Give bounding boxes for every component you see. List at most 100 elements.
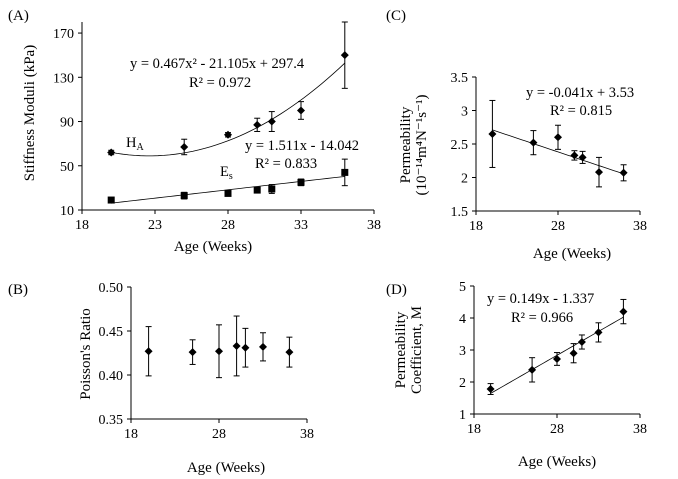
panel-d-x-axis-title: Age (Weeks)	[518, 454, 596, 470]
panel-a-series-0-point	[253, 120, 262, 129]
panel-a-x-tick-label: 18	[75, 218, 89, 233]
panel-a-series-0-point	[340, 51, 349, 60]
panel-c: (C) 18 28 38 1.5 2 2.5 3 3.5 Age (Weeks) Perme…	[386, 8, 647, 262]
panel-a-y-tick-label: 130	[53, 71, 74, 86]
panel-b-y-tick-label: 0.50	[99, 281, 124, 296]
panel-d-y-tick-label: 2	[459, 376, 466, 391]
panel-a-x-tick-label: 38	[367, 218, 381, 233]
panel-a-es-equation: y = 1.511x - 14.042	[245, 138, 359, 154]
panel-c-series-0-point	[570, 151, 579, 160]
panel-d-series-0-point	[594, 328, 603, 337]
panel-d-label: (D)	[386, 282, 407, 298]
panel-d-y-tick-label: 1	[459, 408, 466, 423]
panel-d-y-tick-label: 3	[459, 344, 466, 359]
panel-d-series-0-point	[553, 354, 561, 363]
panel-a-label: (A)	[8, 8, 29, 24]
panel-d-x-tick-label: 28	[550, 422, 564, 437]
panel-b-series-0-point	[232, 341, 241, 350]
panel-c-y-tick-label: 3.5	[451, 71, 469, 86]
panel-b-label: (B)	[8, 282, 28, 298]
panel-d-x-tick-label: 38	[633, 422, 647, 437]
panel-a-series-1-point	[297, 178, 305, 186]
panel-b: (B) 18 28 38 0.350.400.450.50 Age (Weeks) …	[8, 281, 314, 476]
panel-b-x-tick-label: 28	[212, 427, 226, 442]
panel-c-y-axis-title-line2: (10⁻¹⁴m⁴N⁻¹s⁻¹)	[414, 94, 430, 195]
panel-c-series-0-point	[619, 168, 628, 177]
panel-a-series-1-point	[268, 185, 276, 193]
panel-a-series-0-point	[297, 106, 305, 115]
panel-a-x-tick-label: 33	[294, 218, 308, 233]
panel-b-y-tick-label: 0.35	[99, 413, 124, 428]
panel-c-series-0-point	[578, 153, 587, 162]
panel-d-y-axis-title-line1: Permeability	[393, 311, 409, 388]
panel-a-y-tick-label: 170	[53, 27, 74, 42]
panel-a-x-tick-labels: 18 23 28 33 38	[75, 218, 381, 233]
panel-a-es-series-subscript: s	[229, 171, 233, 182]
panel-d-series-0-point	[619, 307, 628, 316]
panel-a-x-tick-label: 23	[148, 218, 162, 233]
panel-c-series-0-point	[529, 138, 538, 147]
panel-b-series-0-point	[241, 343, 250, 352]
panel-d-x-tick-labels: 18 28 38	[467, 422, 647, 437]
panel-a-x-tick-label: 28	[221, 218, 235, 233]
panel-d-equation: y = 0.149x - 1.337	[487, 291, 594, 307]
panel-a-series-1-point	[224, 189, 232, 197]
panel-b-x-tick-label: 38	[300, 427, 314, 442]
panel-a-y-axis-title: Stiffness Moduli (kPa)	[22, 45, 38, 181]
panel-b-y-tick-label: 0.45	[99, 325, 124, 340]
panel-a-series-0-point	[267, 117, 276, 126]
panel-c-x-tick-label: 28	[551, 219, 565, 234]
panel-a-series-1-point	[107, 196, 115, 204]
panel-b-y-tick-labels: 0.35 0.40 0.45 0.50	[99, 281, 124, 428]
panel-c-series-0-trendline	[492, 129, 624, 175]
panel-d-y-tick-label: 5	[459, 280, 466, 295]
panel-a-y-tick-label: 90	[60, 116, 74, 131]
panel-a-series-0-trendline	[111, 62, 346, 157]
panel-a-ha-equation: y = 0.467x² - 21.105x + 297.4	[130, 56, 305, 72]
panel-c-y-tick-label: 2	[461, 172, 468, 187]
panel-b-x-tick-label: 18	[124, 427, 138, 442]
panel-c-y-tick-label: 1.5	[451, 205, 469, 220]
panel-c-y-tick-label: 2.5	[451, 138, 469, 153]
panel-b-series-0-point	[215, 347, 223, 356]
panel-c-y-tick-label: 3	[461, 105, 468, 120]
panel-c-series-0-point	[554, 133, 562, 142]
panel-c-series-0-point	[595, 168, 603, 177]
panel-d: (D) 18 28 38 1 2 3 4 5 Age (Weeks) Permeabilit…	[386, 280, 647, 470]
panel-a-es-series-label: Es	[220, 164, 233, 182]
panel-d-x-tick-label: 18	[467, 422, 481, 437]
panel-c-series-0-point	[488, 129, 497, 138]
panel-b-x-tick-labels: 18 28 38	[124, 427, 314, 442]
panel-a-series-0-point	[107, 148, 116, 157]
panel-b-y-axis-title: Poisson's Ratio	[78, 308, 94, 399]
panel-c-x-axis-title: Age (Weeks)	[533, 246, 611, 262]
panel-d-y-tick-label: 4	[459, 312, 466, 327]
panel-c-x-tick-label: 38	[633, 219, 647, 234]
panel-a-es-r2: R² = 0.833	[255, 156, 317, 172]
panel-b-series-0-point	[259, 342, 267, 351]
panel-a-ha-r2: R² = 0.972	[189, 75, 251, 91]
panel-a-series-0-point	[180, 142, 189, 151]
panel-c-r2: R² = 0.815	[550, 103, 612, 119]
panel-a-y-tick-label: 10	[60, 204, 74, 219]
panel-a-series-1-trendline	[111, 176, 345, 204]
panel-c-y-axis-title-line1: Permeability	[398, 106, 414, 183]
panel-d-y-axis-title-line2: Coefficient, M	[409, 306, 425, 394]
panel-a-series-1-point	[341, 168, 349, 176]
panel-d-series-0-point	[528, 365, 537, 374]
panel-a-es-series-name: E	[220, 164, 229, 180]
panel-a-ha-series-name: H	[126, 135, 137, 151]
panel-a-ha-series-subscript: A	[136, 142, 144, 153]
panel-b-series-0-point	[285, 348, 294, 357]
panel-d-r2: R² = 0.966	[511, 310, 573, 326]
panel-b-x-axis-title: Age (Weeks)	[187, 460, 265, 476]
panel-a-x-axis-title: Age (Weeks)	[174, 239, 252, 255]
panel-a-y-tick-label: 50	[60, 160, 74, 175]
panel-b-series-0-point	[144, 347, 153, 356]
panel-d-series-0-point	[577, 338, 586, 346]
panel-d-y-tick-labels: 1 2 3 4 5	[459, 280, 466, 423]
panel-d-series-0-point	[486, 385, 495, 394]
panel-c-label: (C)	[386, 8, 406, 24]
